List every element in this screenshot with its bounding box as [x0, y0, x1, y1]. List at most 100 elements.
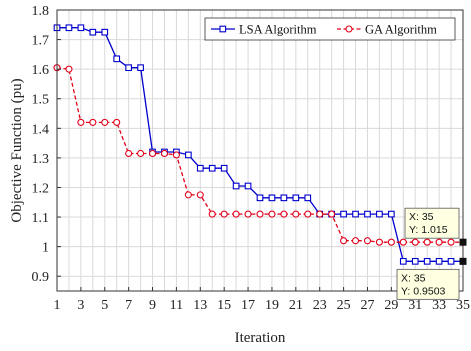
- legend-label-ga: GA Algorithm: [365, 23, 437, 37]
- data-point-lsa: [125, 64, 132, 72]
- datatip-lsa-anchor: [459, 257, 467, 265]
- data-point-ga: [292, 210, 300, 218]
- x-tick-label: 7: [125, 298, 132, 313]
- data-point-lsa: [364, 210, 371, 218]
- data-point-ga: [435, 238, 443, 246]
- x-tick-label: 3: [77, 298, 84, 313]
- x-tick-label: 31: [408, 298, 422, 313]
- data-point-lsa: [185, 151, 192, 159]
- data-point-ga: [113, 118, 121, 126]
- data-point-lsa: [340, 210, 347, 218]
- data-point-ga: [387, 238, 395, 246]
- x-tick-label: 19: [265, 298, 279, 313]
- data-point-ga: [411, 238, 419, 246]
- y-tick-label: 1.3: [32, 152, 50, 167]
- x-tick-label: 33: [432, 298, 446, 313]
- data-point-lsa: [435, 257, 443, 265]
- datatip-ga: X: 35 Y: 1.015: [404, 207, 467, 246]
- data-point-ga: [256, 210, 264, 218]
- data-point-lsa: [77, 24, 85, 32]
- y-tick-label: 1.5: [32, 93, 50, 108]
- data-point-lsa: [244, 182, 252, 190]
- y-tick-label: 0.9: [32, 270, 50, 285]
- datatip-ga-anchor: [459, 238, 467, 246]
- data-point-ga: [244, 210, 252, 218]
- datatip-lsa-x: X: 35: [401, 272, 426, 284]
- datatip-lsa-y: Y: 0.9503: [401, 285, 446, 297]
- data-point-ga: [268, 210, 276, 218]
- data-point-lsa: [208, 164, 216, 172]
- data-point-lsa: [256, 194, 264, 202]
- y-tick-label: 1.6: [32, 63, 50, 78]
- datatip-lsa: X: 35 Y: 0.9503: [396, 257, 467, 300]
- data-point-lsa: [411, 257, 419, 265]
- data-point-lsa: [101, 28, 109, 36]
- x-tick-label: 1: [54, 298, 61, 313]
- series-group: [53, 24, 467, 265]
- data-point-ga: [375, 238, 383, 246]
- data-point-lsa: [388, 210, 395, 218]
- datatip-ga-box: [404, 207, 460, 239]
- series-ga: [53, 64, 467, 246]
- data-point-lsa: [352, 210, 359, 218]
- x-tick-label: 13: [193, 298, 207, 313]
- data-point-ga: [220, 210, 228, 218]
- data-point-lsa: [232, 182, 240, 190]
- data-point-ga: [423, 238, 431, 246]
- x-tick-label: 17: [241, 298, 255, 313]
- datatip-ga-y: Y: 1.015: [409, 224, 448, 236]
- data-point-ga: [363, 237, 372, 245]
- data-point-ga: [304, 210, 312, 218]
- x-tick-label: 29: [384, 298, 398, 313]
- data-point-ga: [340, 237, 348, 245]
- x-tick-label: 35: [456, 298, 470, 313]
- x-tick-label: 25: [337, 298, 351, 313]
- x-tick-label: 23: [313, 298, 327, 313]
- data-point-lsa: [399, 257, 407, 265]
- y-tick-label: 1.4: [32, 122, 50, 137]
- datatip-ga-x: X: 35: [409, 211, 434, 223]
- data-point-lsa: [137, 64, 144, 72]
- y-tick-label: 1.1: [32, 211, 50, 226]
- data-point-ga: [172, 151, 180, 159]
- y-axis-label: Objective Function (pu): [9, 78, 25, 222]
- y-tick-label: 1.8: [32, 4, 50, 19]
- x-axis-label: Iteration: [235, 330, 286, 346]
- data-point-lsa: [292, 194, 300, 202]
- x-tick-label: 5: [101, 298, 108, 313]
- data-point-ga: [208, 210, 216, 218]
- x-tick-label: 11: [170, 298, 183, 313]
- data-point-ga: [89, 118, 97, 126]
- axis-ticks: 1 3 5 7 9 11 13 15 17 19 21 23 25 27 29 31 33 350.911.11.…: [32, 4, 471, 313]
- data-point-ga: [232, 210, 240, 218]
- data-point-ga: [160, 149, 169, 158]
- data-point-lsa: [65, 24, 73, 32]
- plot-frame: [56, 9, 464, 292]
- x-tick-label: 27: [360, 298, 374, 313]
- data-point-ga: [280, 210, 288, 218]
- data-point-lsa: [113, 55, 121, 63]
- y-tick-label: 1.2: [32, 181, 50, 196]
- data-point-ga: [184, 191, 192, 199]
- data-point-lsa: [196, 164, 204, 172]
- legend: LSA Algorithm GA Algorithm: [204, 17, 456, 41]
- data-point-lsa: [304, 194, 312, 202]
- data-point-ga: [328, 210, 336, 218]
- data-point-ga: [351, 237, 360, 245]
- legend-box: [204, 17, 456, 41]
- data-point-lsa: [376, 210, 383, 218]
- data-point-ga: [399, 238, 407, 246]
- y-tick-label: 1.7: [32, 34, 50, 49]
- data-point-lsa: [423, 257, 431, 265]
- data-point-ga: [447, 238, 455, 246]
- x-tick-label: 15: [217, 298, 231, 313]
- data-point-ga: [125, 149, 133, 158]
- data-point-ga: [148, 149, 157, 158]
- data-point-lsa: [280, 194, 288, 202]
- x-tick-label: 9: [149, 298, 156, 313]
- datatip-lsa-box: [396, 268, 460, 300]
- data-point-ga: [196, 191, 204, 199]
- data-point-lsa: [447, 257, 455, 265]
- legend-marker-ga: [345, 25, 353, 33]
